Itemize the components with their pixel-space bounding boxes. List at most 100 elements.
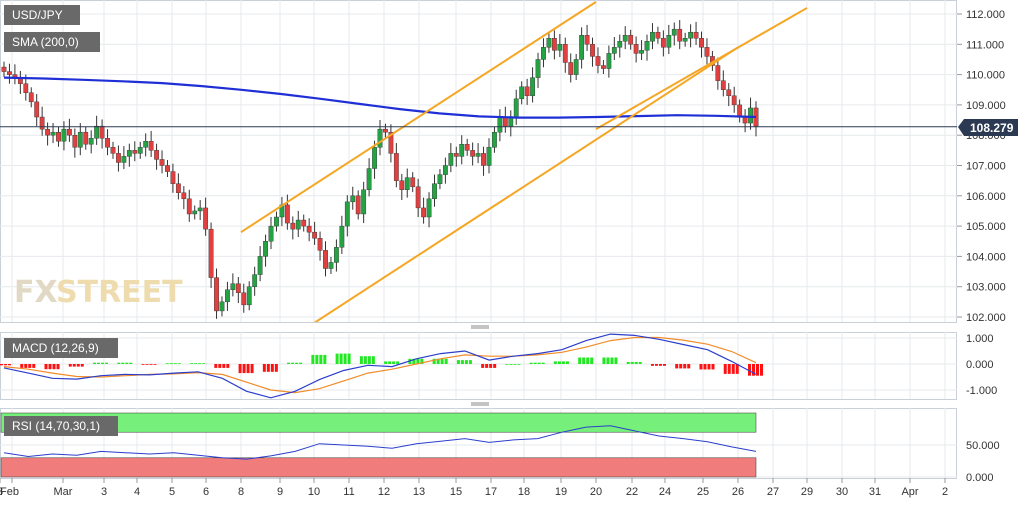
axis-layer: 112.000111.000110.000109.000108.000107.0… — [0, 9, 1006, 498]
candle-body — [448, 153, 454, 166]
macd-histogram-bar — [367, 356, 371, 364]
candle — [159, 150, 165, 174]
macd-histogram-bar — [505, 364, 509, 365]
candle — [72, 128, 78, 158]
candle-body — [421, 207, 426, 218]
candle — [377, 120, 383, 156]
price-y-tick-label: 109.000 — [966, 100, 1006, 112]
macd-histogram-bar — [291, 362, 295, 364]
candle-body — [415, 186, 421, 209]
macd-pane-label[interactable]: MACD (12,26,9) — [4, 338, 118, 358]
candle-body — [486, 147, 492, 166]
candle-body — [334, 247, 339, 263]
candle-body — [126, 150, 132, 157]
candle-body — [502, 116, 508, 127]
candle-body — [284, 204, 290, 224]
x-tick-label: 11 — [343, 486, 354, 498]
pane-resize-handle[interactable] — [471, 325, 489, 329]
fxstreet-watermark: FX STREET — [14, 275, 183, 310]
candle-body — [94, 125, 100, 139]
macd-histogram-bar — [371, 356, 375, 364]
macd-histogram-bar — [68, 364, 72, 367]
candle — [328, 257, 334, 274]
candle-body — [339, 225, 345, 248]
macd-histogram-bar — [32, 364, 36, 368]
macd-histogram-bar — [561, 361, 565, 364]
macd-histogram-bar — [634, 361, 638, 364]
candle-body — [165, 165, 170, 172]
candle-body — [666, 35, 672, 48]
macd-signal-line — [3, 336, 757, 394]
macd-histogram-bar — [218, 364, 222, 368]
macd-histogram-bar — [464, 360, 468, 364]
candle — [99, 119, 105, 149]
rsi-pane-label[interactable]: RSI (14,70,30,1) — [4, 416, 118, 436]
candle-body — [568, 62, 574, 75]
macd-histogram-bar — [456, 360, 460, 364]
x-tick-label: 20 — [590, 486, 602, 498]
pane-resize-handle[interactable] — [471, 402, 489, 406]
candle — [497, 109, 503, 142]
candle-body — [301, 219, 307, 227]
macd-histogram-bar — [416, 358, 420, 364]
candle-body — [45, 128, 50, 136]
channel-upper-line — [240, 1, 597, 233]
price-y-tick-label: 112.000 — [966, 9, 1005, 21]
x-tick-label: 6 — [203, 486, 209, 498]
x-tick-label: 22 — [626, 486, 638, 498]
candle-body — [524, 86, 530, 97]
candle-body — [519, 86, 525, 100]
candle — [317, 231, 323, 261]
candle-body — [77, 131, 83, 148]
macd-histogram-bar — [246, 364, 250, 374]
candle — [121, 146, 127, 170]
candle — [257, 246, 263, 282]
candle — [606, 45, 612, 78]
candle — [557, 33, 563, 58]
candle — [731, 86, 737, 113]
macd-histogram-bar — [485, 364, 489, 368]
candle-body — [159, 159, 165, 166]
candle — [284, 194, 290, 230]
macd-histogram-bar — [242, 364, 246, 374]
symbol-label: USD/JPY — [12, 8, 63, 22]
candle — [573, 53, 579, 81]
macd-histogram-bar — [8, 364, 11, 366]
last-price-bg — [958, 119, 1018, 136]
macd-y-tick-label: -1.000 — [966, 385, 997, 397]
candle — [186, 189, 192, 222]
candle — [88, 130, 94, 154]
candle — [590, 37, 595, 67]
macd-histogram-bar — [214, 364, 218, 368]
macd-histogram-bar — [339, 353, 343, 364]
candle — [584, 24, 590, 51]
macd-histogram-bar — [392, 361, 396, 364]
candle-body — [442, 165, 448, 175]
x-tick-label: 27 — [767, 486, 779, 498]
candle-body — [426, 198, 432, 218]
price-pane-label[interactable]: USD/JPY — [4, 5, 80, 25]
macd-histogram-bar — [654, 364, 658, 366]
price-y-tick-label: 105.000 — [966, 221, 1006, 233]
candle — [704, 38, 710, 65]
candle-body — [252, 274, 258, 287]
candle-body — [410, 177, 416, 187]
candle — [214, 268, 219, 319]
candle — [165, 160, 170, 178]
last-price-value: 108.279 — [970, 121, 1014, 135]
x-tick-label: 8 — [238, 486, 244, 498]
candle — [34, 93, 40, 127]
macd-label-bg — [4, 338, 118, 358]
candle — [481, 146, 486, 176]
candle-body — [235, 283, 241, 293]
price-pane-frame — [0, 0, 957, 323]
candle-body — [110, 147, 116, 154]
macd-histogram-bar — [760, 364, 763, 376]
candle-body — [530, 77, 535, 97]
candle-body — [241, 292, 247, 306]
candle-body — [720, 80, 726, 90]
candle — [154, 143, 159, 170]
candle-body — [214, 277, 219, 312]
sma-pane-label[interactable]: SMA (200,0) — [4, 32, 100, 52]
candle-body — [492, 131, 497, 148]
